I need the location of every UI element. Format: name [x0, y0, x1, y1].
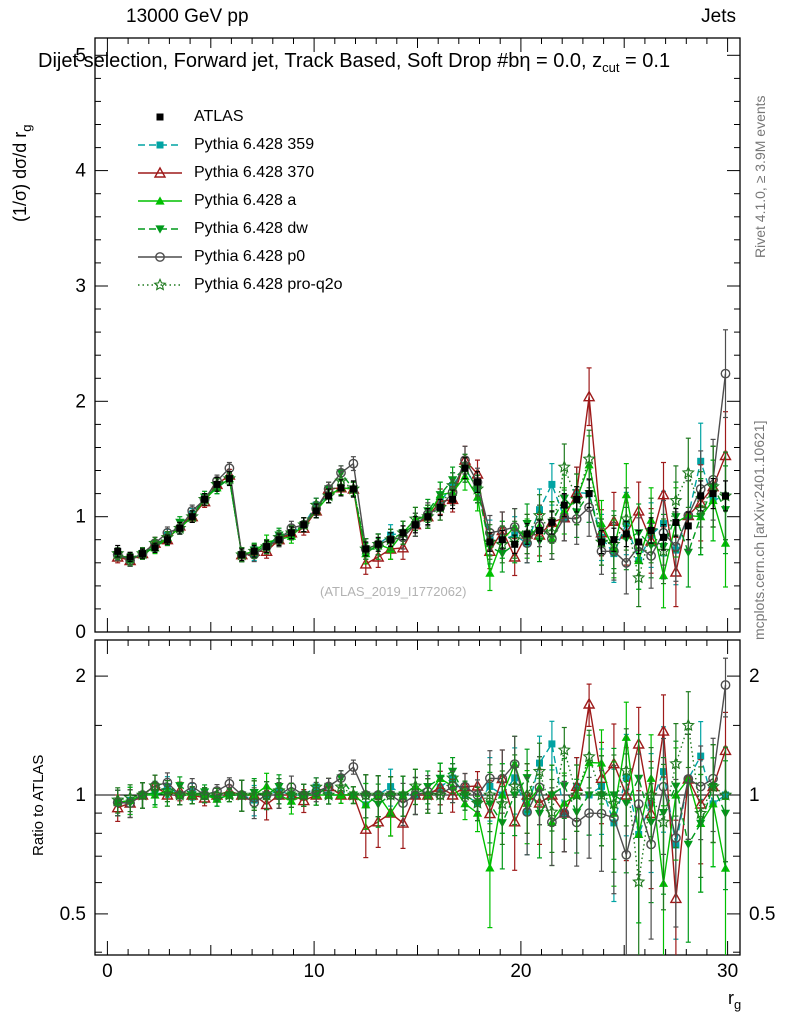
legend-marker-pyp0	[138, 252, 182, 262]
legend-marker-py359	[138, 141, 182, 149]
plot-title-tail: = 0.1	[619, 50, 671, 72]
svg-text:20: 20	[510, 961, 531, 982]
legend-item-pya: Pythia 6.428 a	[136, 187, 343, 215]
svg-text:1: 1	[75, 785, 86, 806]
legend-marker-pyproq2o	[138, 278, 182, 291]
legend-label: ATLAS	[194, 108, 244, 125]
legend-label: Pythia 6.428 359	[194, 136, 315, 153]
svg-text:1: 1	[749, 785, 760, 806]
svg-text:0.5: 0.5	[749, 904, 775, 925]
y-axis-label-main: (1/σ) dσ/d rg	[10, 125, 34, 222]
legend-label: Pythia 6.428 dw	[194, 220, 308, 237]
svg-text:2: 2	[75, 391, 86, 412]
svg-text:0.5: 0.5	[60, 904, 86, 925]
svg-text:30: 30	[717, 961, 738, 982]
y-axis-label-subscript: g	[19, 124, 34, 132]
svg-text:2: 2	[75, 666, 86, 687]
x-axis-label: rg	[728, 988, 741, 1012]
svg-text:5: 5	[75, 45, 86, 66]
svg-text:1: 1	[75, 507, 86, 528]
y-axis-label-text: (1/σ) dσ/d r	[10, 131, 30, 222]
legend-label: Pythia 6.428 pro-q2o	[194, 276, 343, 293]
legend-marker-pydw	[138, 225, 182, 234]
svg-text:0: 0	[102, 961, 113, 982]
x-axis-label-text: r	[728, 988, 734, 1008]
x-axis-label-subscript: g	[734, 997, 742, 1012]
svg-text:2: 2	[749, 666, 760, 687]
legend-item-pydw: Pythia 6.428 dw	[136, 215, 343, 243]
svg-text:3: 3	[75, 276, 86, 297]
legend-item-py370: Pythia 6.428 370	[136, 159, 343, 187]
legend-label: Pythia 6.428 370	[194, 164, 315, 181]
rivet-version-label: Rivet 4.1.0, ≥ 3.9M events	[752, 95, 768, 258]
svg-text:10: 10	[304, 961, 325, 982]
plot-title: Dijet selection, Forward jet, Track Base…	[38, 50, 786, 75]
legend-item-pyp0: Pythia 6.428 p0	[136, 243, 343, 271]
legend-item-atlas: ATLAS	[136, 103, 343, 131]
plot-title-subscript: cut	[602, 60, 620, 75]
legend-label: Pythia 6.428 a	[194, 192, 297, 209]
analysis-id-watermark: (ATLAS_2019_I1772062)	[320, 584, 467, 599]
legend: ATLAS Pythia 6.428 359 Pythia 6.428 370 Pyt…	[136, 103, 343, 299]
mcplots-reference-label: mcplots.cern.ch [arXiv:2401.10621]	[751, 420, 767, 640]
legend-label: Pythia 6.428 p0	[194, 248, 306, 265]
legend-item-pyproq2o: Pythia 6.428 pro-q2o	[136, 271, 343, 299]
svg-text:0: 0	[75, 622, 86, 643]
plot-title-text: Dijet selection, Forward jet, Track Base…	[38, 50, 603, 72]
legend-item-py359: Pythia 6.428 359	[136, 131, 343, 159]
legend-marker-atlas	[156, 113, 164, 121]
svg-text:4: 4	[75, 161, 86, 182]
legend-marker-py370	[138, 166, 182, 178]
y-axis-label-ratio: Ratio to ATLAS	[30, 754, 47, 856]
process-label: Jets	[701, 6, 736, 27]
legend-marker-pya	[138, 196, 182, 205]
beam-energy-label: 13000 GeV pp	[126, 6, 249, 27]
